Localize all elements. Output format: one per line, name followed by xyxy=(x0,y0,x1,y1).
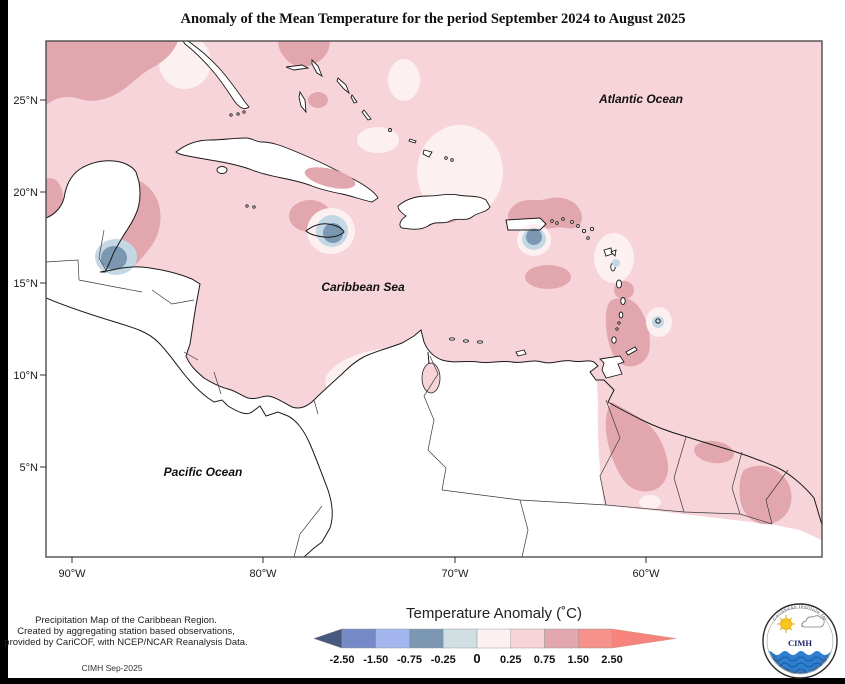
legend-tick: 0.25 xyxy=(500,654,521,666)
belize-cool-spot xyxy=(95,239,137,275)
barbados-outline xyxy=(655,318,661,324)
pacific-coastline xyxy=(46,297,333,557)
map-frame xyxy=(45,40,823,558)
credits-stamp: CIMH Sep-2025 xyxy=(82,663,143,673)
legend: Temperature Anomaly (˚C) -2.50 -1.50 -0.… xyxy=(313,605,677,666)
sun-icon xyxy=(777,615,795,633)
legend-tick: 2.50 xyxy=(601,654,622,666)
lat-tick-label: 10°N xyxy=(13,370,38,382)
legend-swatch xyxy=(544,628,579,649)
legend-swatch xyxy=(578,628,613,649)
puerto-rico-cool-spot xyxy=(517,224,551,256)
florida xyxy=(182,41,250,110)
atlantic-ocean-label: Atlantic Ocean xyxy=(598,92,683,106)
lesser-antilles xyxy=(550,217,626,344)
lat-tick-label: 5°N xyxy=(20,462,39,474)
credits-line: provided by CariCOF, with NCEP/NCAR Rean… xyxy=(4,637,247,648)
guadeloupe-cool-dot xyxy=(612,259,620,267)
longitude-axis: 90°W 80°W 70°W 60°W xyxy=(58,557,660,580)
jamaica-outline xyxy=(305,223,345,238)
legend-swatch xyxy=(476,628,511,649)
legend-tick: -1.50 xyxy=(363,654,388,666)
pacific-ocean-label: Pacific Ocean xyxy=(164,465,243,479)
bottom-black-bar xyxy=(0,678,845,684)
tobago xyxy=(625,346,638,356)
legend-swatch xyxy=(510,628,545,649)
cloud-icon xyxy=(801,615,825,628)
jamaica-cool-spot xyxy=(307,208,355,254)
lon-tick-label: 90°W xyxy=(58,568,86,580)
lat-tick-label: 20°N xyxy=(13,187,38,199)
cool-anomaly-spots xyxy=(95,167,672,337)
legend-swatch xyxy=(409,628,444,649)
logo-inner-ring xyxy=(766,607,834,675)
logo-acronym: CIMH xyxy=(788,638,812,648)
lon-tick-label: 80°W xyxy=(249,568,277,580)
left-black-bar xyxy=(0,0,8,684)
legend-tick: -0.25 xyxy=(431,654,456,666)
legend-tick: 0.75 xyxy=(534,654,555,666)
latitude-axis: 25°N 20°N 15°N 10°N 5°N xyxy=(13,95,46,474)
caribbean-sea-label: Caribbean Sea xyxy=(321,280,405,294)
legend-tick: -0.75 xyxy=(397,654,422,666)
coastlines-and-borders xyxy=(46,160,822,557)
legend-swatch xyxy=(443,628,478,649)
caribbean-coastline xyxy=(46,160,822,526)
hispaniola xyxy=(397,193,491,230)
cimh-logo: Caribbean Institute for CIMH Meteorology… xyxy=(762,603,838,679)
map-canvas: Atlantic Ocean Caribbean Sea Pacific Oce… xyxy=(46,41,822,557)
legend-swatch xyxy=(341,628,376,649)
credits-line: Created by aggregating station based obs… xyxy=(17,626,235,637)
legend-swatch xyxy=(375,628,410,649)
barbados-cool-spot xyxy=(646,307,672,337)
legend-tick: 0 xyxy=(473,651,480,666)
lat-tick-label: 25°N xyxy=(13,95,38,107)
legend-title: Temperature Anomaly (˚C) xyxy=(406,605,582,622)
lat-tick-label: 15°N xyxy=(13,278,38,290)
legend-arrow-right xyxy=(611,628,677,649)
bahamas xyxy=(285,58,454,162)
lon-tick-label: 70°W xyxy=(441,568,469,580)
credits-line: Precipitation Map of the Caribbean Regio… xyxy=(35,615,217,626)
lake-maracaibo xyxy=(421,351,441,394)
page-title: Anomaly of the Mean Temperature for the … xyxy=(180,11,685,27)
south-america-warm-tint xyxy=(590,370,822,540)
puerto-rico-outline xyxy=(505,217,547,231)
credits-block: Precipitation Map of the Caribbean Regio… xyxy=(4,615,247,673)
legend-tick: 1.50 xyxy=(568,654,589,666)
trinidad xyxy=(599,355,625,379)
country-borders xyxy=(46,229,789,557)
lon-tick-label: 60°W xyxy=(632,568,660,580)
east-cuba-warm-tint xyxy=(304,167,356,189)
legend-tick: -2.50 xyxy=(329,654,354,666)
